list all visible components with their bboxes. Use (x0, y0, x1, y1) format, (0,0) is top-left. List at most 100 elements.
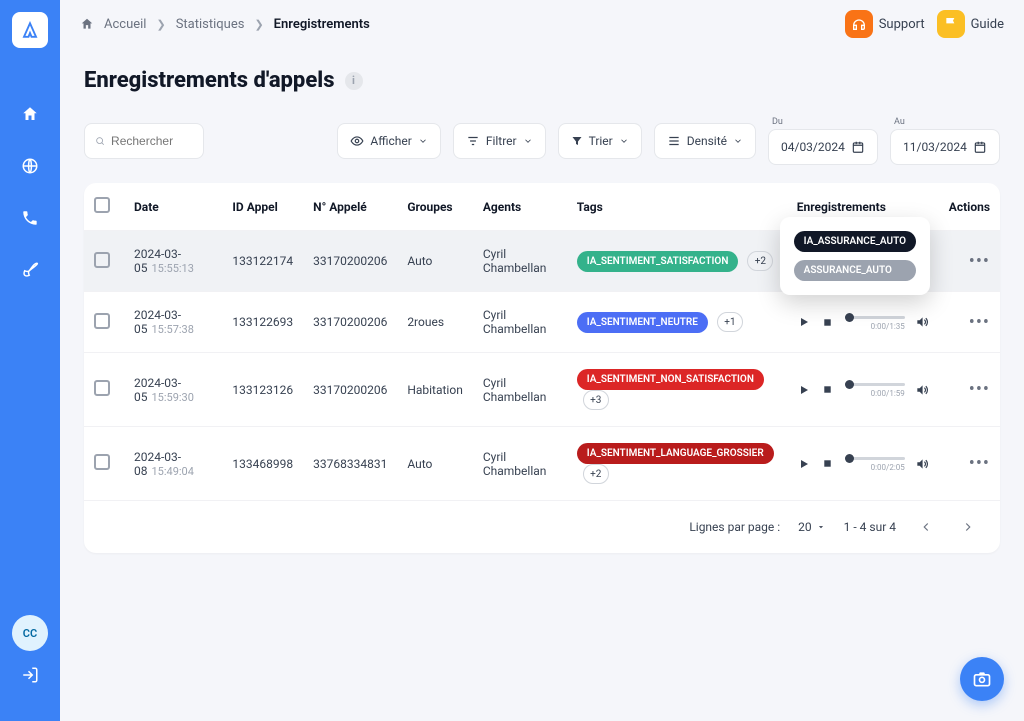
sort-icon (571, 135, 583, 147)
col-id[interactable]: ID Appel (222, 183, 303, 231)
page-range: 1 - 4 sur 4 (844, 520, 896, 534)
filtrer-button[interactable]: Filtrer (453, 123, 546, 159)
duration-label: 0:00/2:05 (871, 463, 905, 472)
stop-button[interactable] (821, 315, 835, 329)
calendar-icon (851, 140, 865, 154)
table-card: Date ID Appel N° Appelé Groupes Agents T… (84, 183, 1000, 553)
chevron-down-icon (619, 136, 629, 146)
tag-badge[interactable]: IA_SENTIMENT_LANGUAGE_GROSSIER (577, 443, 774, 464)
date-from-label: Du (768, 117, 878, 127)
play-button[interactable] (797, 315, 811, 329)
play-button[interactable] (797, 457, 811, 471)
cell-date: 2024-03-0815:49:04 (124, 427, 222, 501)
breadcrumb-home[interactable]: Accueil (104, 17, 146, 32)
tag-badge[interactable]: IA_SENTIMENT_SATISFACTION (577, 251, 739, 272)
chevron-down-icon (523, 136, 533, 146)
chevron-down-icon (418, 136, 428, 146)
select-all-checkbox[interactable] (94, 197, 110, 213)
cell-id: 133122174 (222, 231, 303, 292)
nav-rocket-icon[interactable] (12, 252, 48, 288)
next-page-button[interactable] (956, 515, 980, 539)
tags-popover: IA_ASSURANCE_AUTO ASSURANCE_AUTO (780, 217, 930, 295)
info-icon[interactable]: i (345, 72, 363, 90)
col-actions: Actions (939, 183, 1000, 231)
cell-id: 133468998 (222, 427, 303, 501)
date-to-input[interactable]: 11/03/2024 (890, 129, 1000, 165)
more-tags-badge[interactable]: +1 (717, 312, 743, 332)
camera-icon (972, 669, 992, 689)
progress-bar[interactable] (845, 457, 905, 460)
cell-agent: Cyril Chambellan (473, 353, 567, 427)
cell-id: 133123126 (222, 353, 303, 427)
eye-icon (350, 134, 364, 148)
dropdown-icon (816, 522, 826, 532)
tag-badge[interactable]: IA_SENTIMENT_NON_SATISFACTION (577, 369, 764, 390)
headset-icon (845, 10, 873, 38)
chevron-right-icon: ❯ (156, 18, 165, 31)
volume-button[interactable] (915, 315, 929, 329)
table-row[interactable]: 2024-03-0815:49:04 133468998 33768334831… (84, 427, 1000, 501)
support-button[interactable]: Support (845, 10, 925, 38)
progress-bar[interactable] (845, 316, 905, 319)
audio-player: 0:00/2:05 (797, 457, 929, 471)
rows-per-page-select[interactable]: 20 (798, 520, 826, 534)
search-input[interactable] (84, 123, 204, 159)
cell-id: 133122693 (222, 292, 303, 353)
breadcrumb-current: Enregistrements (274, 17, 370, 32)
nav-globe-icon[interactable] (12, 148, 48, 184)
density-icon (667, 134, 681, 148)
progress-bar[interactable] (845, 383, 905, 386)
cell-num: 33170200206 (303, 231, 397, 292)
fab-button[interactable] (960, 657, 1004, 701)
col-groupes[interactable]: Groupes (397, 183, 473, 231)
more-tags-badge[interactable]: +3 (583, 390, 609, 410)
col-num[interactable]: N° Appelé (303, 183, 397, 231)
popover-tag[interactable]: ASSURANCE_AUTO (794, 260, 916, 281)
toolbar: Afficher Filtrer Trier Densité (84, 117, 1000, 165)
popover-tag[interactable]: IA_ASSURANCE_AUTO (794, 231, 916, 252)
breadcrumb: Accueil ❯ Statistiques ❯ Enregistrements (80, 17, 370, 32)
row-checkbox[interactable] (94, 380, 110, 396)
row-checkbox[interactable] (94, 454, 110, 470)
calendar-icon (973, 140, 987, 154)
flag-icon (937, 10, 965, 38)
tag-badge[interactable]: IA_SENTIMENT_NEUTRE (577, 312, 708, 333)
stop-button[interactable] (821, 457, 835, 471)
col-tags[interactable]: Tags (567, 183, 787, 231)
volume-button[interactable] (915, 457, 929, 471)
duration-label: 0:00/1:35 (871, 322, 905, 331)
nav-phone-icon[interactable] (12, 200, 48, 236)
search-icon (95, 135, 105, 147)
row-checkbox[interactable] (94, 313, 110, 329)
cell-tags: IA_SENTIMENT_LANGUAGE_GROSSIER +2 (567, 427, 787, 501)
row-actions-button[interactable]: ••• (969, 379, 990, 400)
cell-player: 0:00/2:05 (787, 427, 939, 501)
trier-button[interactable]: Trier (558, 123, 642, 159)
cell-tags: IA_SENTIMENT_NON_SATISFACTION +3 (567, 353, 787, 427)
col-date[interactable]: Date (124, 183, 222, 231)
date-from-input[interactable]: 04/03/2024 (768, 129, 878, 165)
afficher-button[interactable]: Afficher (337, 123, 440, 159)
row-actions-button[interactable]: ••• (969, 312, 990, 333)
stop-button[interactable] (821, 383, 835, 397)
densite-button[interactable]: Densité (654, 123, 756, 159)
more-tags-badge[interactable]: +2 (747, 251, 773, 271)
more-tags-badge[interactable]: +2 (583, 464, 609, 484)
col-agents[interactable]: Agents (473, 183, 567, 231)
row-actions-button[interactable]: ••• (969, 251, 990, 272)
cell-groupe: Habitation (397, 353, 473, 427)
play-button[interactable] (797, 383, 811, 397)
avatar[interactable]: CC (12, 615, 48, 651)
table-row[interactable]: 2024-03-0515:59:30 133123126 33170200206… (84, 353, 1000, 427)
logout-icon[interactable] (12, 657, 48, 693)
breadcrumb-stats[interactable]: Statistiques (176, 17, 245, 32)
volume-button[interactable] (915, 383, 929, 397)
nav-home-icon[interactable] (12, 96, 48, 132)
table-row[interactable]: 2024-03-0515:57:38 133122693 33170200206… (84, 292, 1000, 353)
logo[interactable] (12, 12, 48, 48)
guide-button[interactable]: Guide (937, 10, 1004, 38)
prev-page-button[interactable] (914, 515, 938, 539)
row-actions-button[interactable]: ••• (969, 453, 990, 474)
row-checkbox[interactable] (94, 252, 110, 268)
cell-agent: Cyril Chambellan (473, 292, 567, 353)
